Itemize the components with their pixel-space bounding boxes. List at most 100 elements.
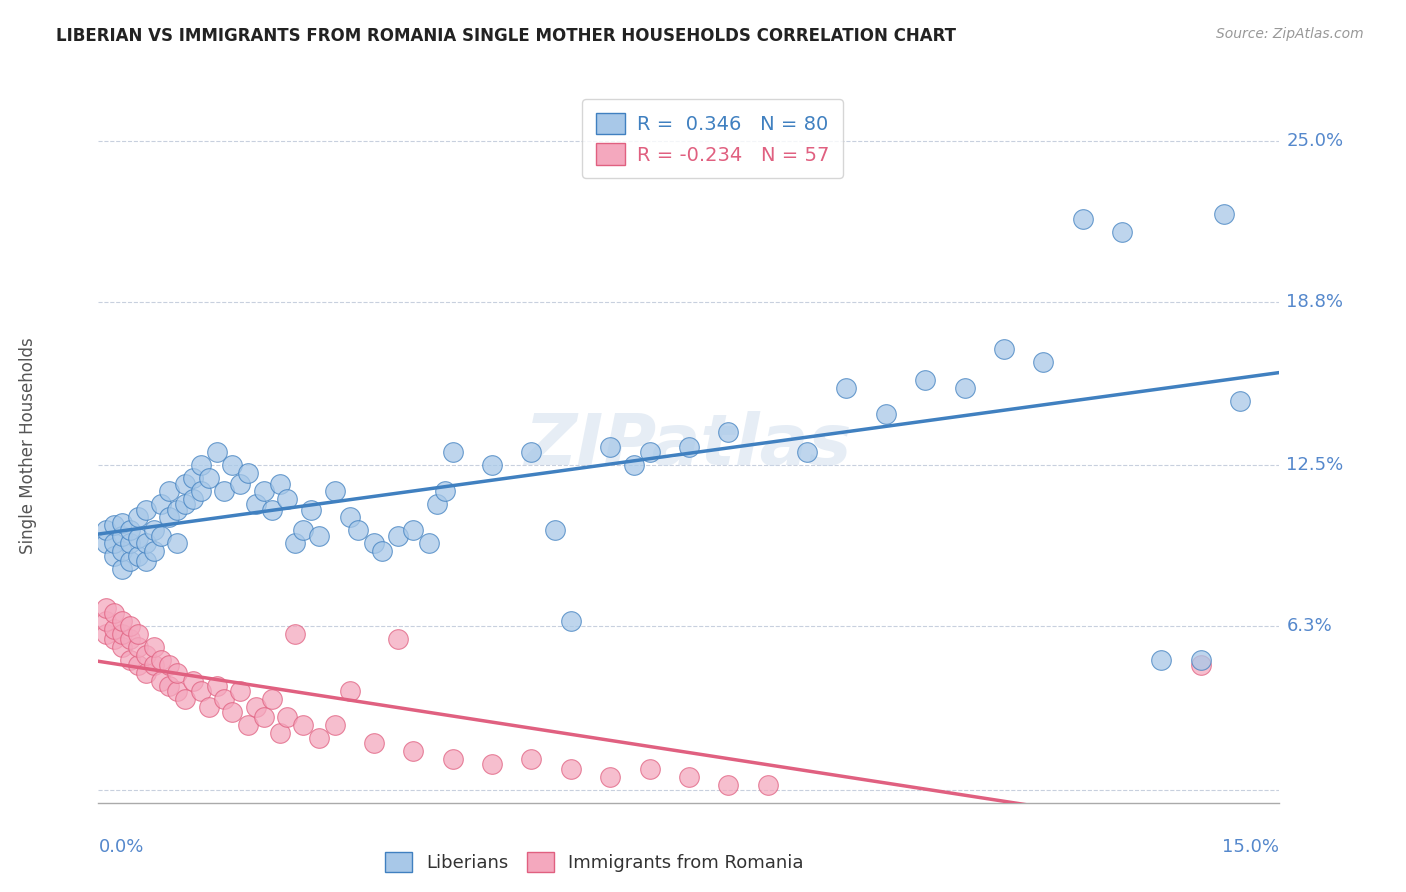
Point	[299, 502, 322, 516]
Point	[269, 476, 291, 491]
Point	[623, 458, 645, 473]
Point	[118, 536, 141, 550]
Point	[236, 467, 259, 481]
Point	[402, 744, 425, 758]
Point	[1229, 393, 1251, 408]
Point	[127, 510, 149, 524]
Text: Source: ZipAtlas.com: Source: ZipAtlas.com	[1216, 27, 1364, 41]
Point	[229, 476, 252, 491]
Point	[205, 445, 228, 459]
Point	[678, 770, 700, 784]
Point	[1111, 225, 1133, 239]
Text: 15.0%: 15.0%	[1222, 838, 1279, 856]
Text: 18.8%: 18.8%	[1286, 293, 1344, 311]
Point	[1071, 211, 1094, 226]
Point	[426, 497, 449, 511]
Point	[481, 458, 503, 473]
Point	[560, 762, 582, 776]
Point	[236, 718, 259, 732]
Point	[402, 524, 425, 538]
Point	[835, 381, 858, 395]
Point	[150, 673, 173, 688]
Point	[96, 614, 118, 628]
Point	[127, 640, 149, 654]
Point	[103, 536, 125, 550]
Point	[520, 445, 543, 459]
Point	[214, 484, 236, 499]
Point	[1189, 653, 1212, 667]
Point	[599, 440, 621, 454]
Point	[150, 497, 173, 511]
Point	[260, 502, 283, 516]
Point	[157, 484, 180, 499]
Point	[339, 684, 361, 698]
Point	[135, 536, 157, 550]
Point	[914, 373, 936, 387]
Text: 0.0%: 0.0%	[98, 838, 143, 856]
Point	[103, 518, 125, 533]
Point	[96, 536, 118, 550]
Point	[166, 502, 188, 516]
Point	[308, 528, 330, 542]
Point	[292, 718, 315, 732]
Point	[166, 666, 188, 681]
Point	[875, 407, 897, 421]
Point	[142, 544, 165, 558]
Point	[157, 510, 180, 524]
Point	[111, 627, 134, 641]
Point	[150, 653, 173, 667]
Point	[174, 692, 197, 706]
Point	[638, 445, 661, 459]
Text: LIBERIAN VS IMMIGRANTS FROM ROMANIA SINGLE MOTHER HOUSEHOLDS CORRELATION CHART: LIBERIAN VS IMMIGRANTS FROM ROMANIA SING…	[56, 27, 956, 45]
Point	[260, 692, 283, 706]
Point	[276, 710, 298, 724]
Point	[197, 471, 219, 485]
Text: 25.0%: 25.0%	[1286, 132, 1344, 150]
Point	[269, 725, 291, 739]
Point	[245, 699, 267, 714]
Point	[103, 549, 125, 564]
Point	[142, 524, 165, 538]
Point	[190, 684, 212, 698]
Point	[347, 524, 370, 538]
Point	[308, 731, 330, 745]
Point	[127, 627, 149, 641]
Point	[127, 658, 149, 673]
Text: 6.3%: 6.3%	[1286, 617, 1333, 635]
Point	[96, 627, 118, 641]
Point	[190, 458, 212, 473]
Point	[103, 622, 125, 636]
Point	[111, 516, 134, 530]
Point	[284, 627, 307, 641]
Point	[599, 770, 621, 784]
Point	[96, 524, 118, 538]
Point	[118, 524, 141, 538]
Point	[284, 536, 307, 550]
Point	[166, 684, 188, 698]
Point	[135, 666, 157, 681]
Point	[111, 528, 134, 542]
Point	[520, 752, 543, 766]
Point	[111, 640, 134, 654]
Point	[953, 381, 976, 395]
Point	[111, 614, 134, 628]
Point	[103, 607, 125, 621]
Point	[214, 692, 236, 706]
Point	[150, 528, 173, 542]
Point	[118, 653, 141, 667]
Point	[993, 342, 1015, 356]
Point	[418, 536, 440, 550]
Point	[717, 778, 740, 792]
Point	[441, 445, 464, 459]
Point	[229, 684, 252, 698]
Point	[181, 673, 204, 688]
Point	[103, 632, 125, 647]
Point	[197, 699, 219, 714]
Text: ZIPatlas: ZIPatlas	[526, 411, 852, 481]
Point	[638, 762, 661, 776]
Point	[339, 510, 361, 524]
Point	[157, 679, 180, 693]
Point	[118, 632, 141, 647]
Point	[1213, 207, 1236, 221]
Point	[678, 440, 700, 454]
